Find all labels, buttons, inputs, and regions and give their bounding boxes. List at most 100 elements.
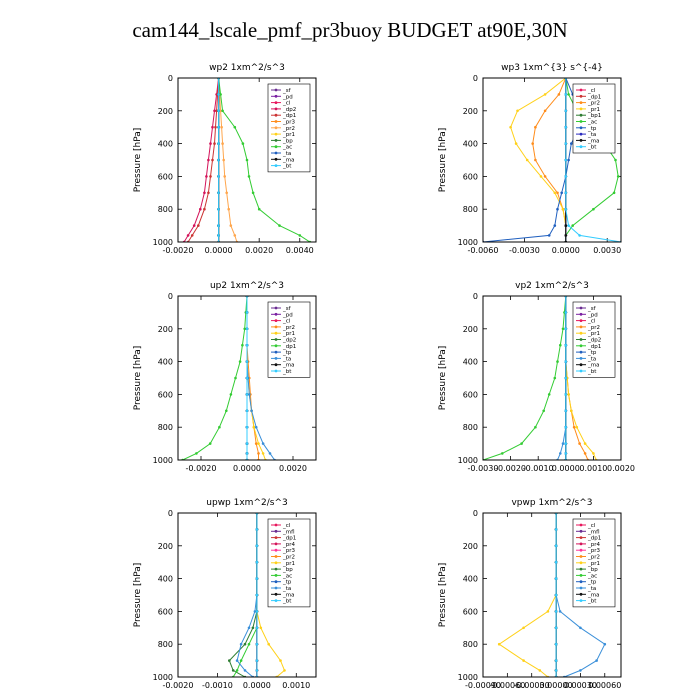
series-point <box>554 669 558 672</box>
legend-label: _cl <box>282 523 291 529</box>
series-point <box>554 560 558 564</box>
legend-label: _ta <box>282 356 291 362</box>
y-tick-label: 200 <box>463 325 478 334</box>
series-point <box>525 158 529 162</box>
legend-label: _pr3 <box>282 120 296 126</box>
legend-label: _mfl <box>282 529 295 535</box>
legend-marker <box>579 529 583 533</box>
y-tick-label: 1000 <box>153 238 173 247</box>
series-point <box>245 409 249 413</box>
series-point <box>509 125 512 129</box>
plot-frame <box>177 295 317 461</box>
y-tick-label: 0 <box>168 509 173 518</box>
legend-label: _pr2 <box>587 101 600 107</box>
series-point <box>553 376 557 380</box>
panel-title: vp2 1xm^2/s^3 <box>515 281 589 291</box>
legend-label: _bt <box>587 369 597 375</box>
series-point <box>245 360 249 363</box>
series-point <box>564 142 568 145</box>
series-point <box>554 544 558 548</box>
y-tick-label: 800 <box>463 640 478 649</box>
series-point <box>514 142 518 145</box>
y-tick-label: 0 <box>168 292 173 301</box>
legend-label: _bt <box>587 145 597 151</box>
legend-marker <box>274 325 278 329</box>
series-point <box>283 669 286 672</box>
series-point <box>561 327 565 331</box>
y-tick-label: 600 <box>463 607 478 616</box>
series-point <box>247 642 251 646</box>
series-point <box>567 224 570 227</box>
series-point <box>213 109 216 113</box>
legend-label: _pr1 <box>587 107 600 113</box>
series-point <box>561 442 565 445</box>
x-tick-label: 0.0040 <box>286 246 314 255</box>
plot-frame <box>177 77 317 243</box>
legend-marker <box>274 542 278 546</box>
x-tick-label: 0.00030 <box>564 681 597 690</box>
legend-label: _pr2 <box>282 325 295 331</box>
legend-marker <box>274 306 278 310</box>
legend-marker <box>274 548 278 552</box>
series-point <box>534 125 537 129</box>
legend-label: _dp1 <box>587 94 601 100</box>
series-line-bt <box>565 78 621 242</box>
y-tick-label: 1000 <box>458 456 478 465</box>
series-point <box>261 452 265 455</box>
series-point <box>595 659 598 662</box>
series-point <box>497 642 501 646</box>
series-point <box>209 142 212 145</box>
series-point <box>245 158 249 162</box>
legend-label: _pd <box>587 312 598 318</box>
series-point <box>254 442 258 445</box>
series-point <box>245 442 249 445</box>
legend-marker <box>274 369 278 373</box>
series-point <box>215 109 218 113</box>
legend-marker <box>579 561 583 565</box>
series-point <box>192 224 196 227</box>
series-point <box>229 224 233 227</box>
series-point <box>554 659 558 662</box>
legend-marker <box>274 107 278 111</box>
legend-marker <box>579 350 583 354</box>
y-tick-label: 400 <box>463 575 478 584</box>
legend-marker <box>274 592 278 596</box>
series-point <box>218 425 221 429</box>
legend-marker <box>579 555 583 558</box>
series-point <box>538 669 542 672</box>
legend-marker <box>579 357 583 360</box>
series-line-pr2 <box>532 78 567 242</box>
series-point <box>239 659 243 662</box>
legend-marker <box>274 145 278 149</box>
legend-marker <box>274 113 278 117</box>
legend-marker <box>274 132 278 136</box>
legend-marker <box>579 94 583 98</box>
y-tick-label: 600 <box>463 390 478 399</box>
legend-label: _bt <box>587 599 597 605</box>
series-point <box>243 642 247 646</box>
legend-marker <box>274 344 278 348</box>
series-point <box>209 175 212 178</box>
legend-label: _dp1 <box>282 113 296 119</box>
series-line-dp2 <box>183 78 220 242</box>
y-tick-label: 400 <box>158 575 173 584</box>
series-point <box>241 343 244 347</box>
series-point <box>225 191 228 195</box>
series-point <box>257 207 261 211</box>
legend-marker <box>579 536 583 539</box>
chart-panel-4: vp2 1xm^2/s^3 Pressure [hPa] 0 200 400 600 800… <box>438 281 635 473</box>
series-line-pr1 <box>510 78 567 242</box>
series-group <box>497 513 607 677</box>
series-point <box>278 224 281 227</box>
series-point <box>564 393 568 396</box>
legend: _sf_pd_cl_dp2_dp1_pr3_pr2_pr1_bp_ac_ta_m… <box>267 83 311 173</box>
y-tick-label: 800 <box>463 205 478 214</box>
legend-marker <box>274 164 278 168</box>
series-point <box>243 327 246 331</box>
legend-marker <box>274 555 278 558</box>
legend-label: _pd <box>282 312 293 318</box>
legend-label: _bt <box>282 599 292 605</box>
series-point <box>564 343 568 347</box>
legend-label: _pr3 <box>587 548 601 554</box>
legend-label: _ma <box>282 157 294 163</box>
